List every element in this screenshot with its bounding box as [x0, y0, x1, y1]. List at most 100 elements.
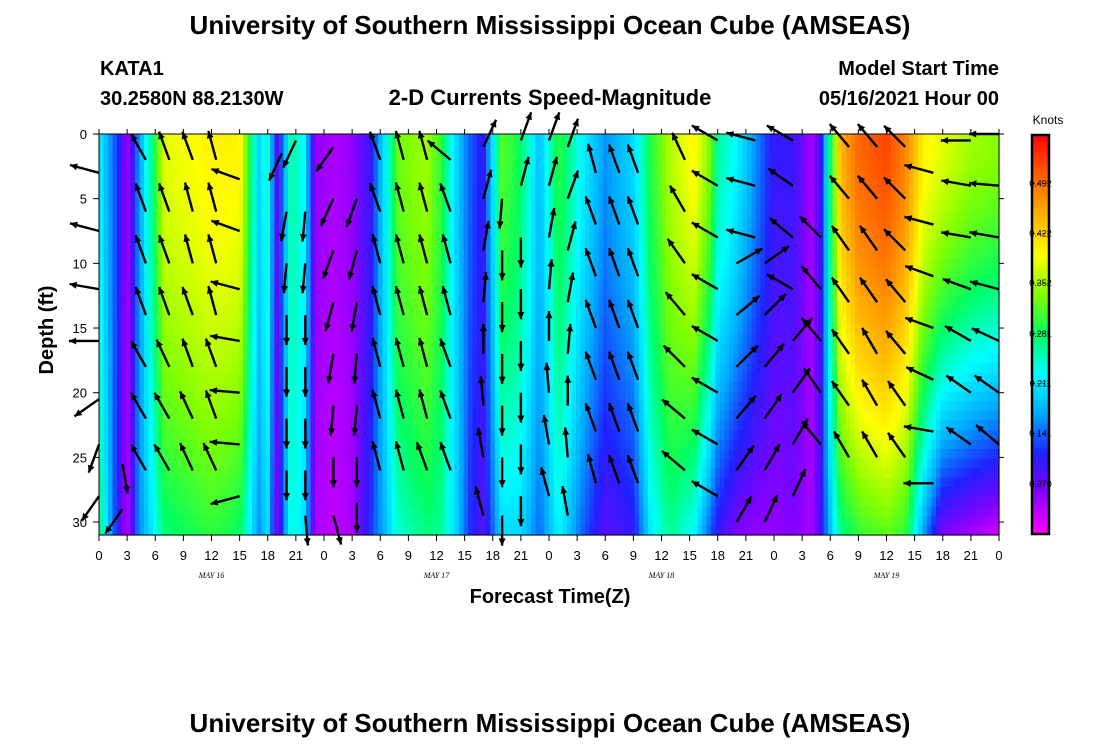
heatmap-cell — [324, 181, 330, 192]
heatmap-cell — [445, 449, 451, 460]
heatmap-cell — [369, 229, 375, 240]
heatmap-cell — [499, 143, 505, 154]
heatmap-cell — [387, 477, 393, 488]
heatmap-cell — [445, 210, 451, 221]
heatmap-cell — [567, 210, 573, 221]
heatmap-cell — [310, 305, 316, 317]
heatmap-cell — [166, 143, 172, 154]
heatmap-cell — [346, 153, 352, 164]
heatmap-cell — [162, 468, 168, 479]
heatmap-cell — [567, 258, 573, 269]
heatmap-cell — [459, 267, 465, 278]
heatmap-cell — [526, 229, 532, 240]
heatmap-cell — [319, 315, 325, 326]
heatmap-cell — [189, 458, 195, 469]
heatmap-cell — [333, 429, 339, 441]
heatmap-cell — [351, 506, 357, 517]
heatmap-cell — [463, 334, 469, 345]
heatmap-cell — [414, 372, 420, 383]
heatmap-cell — [405, 410, 411, 422]
heatmap-cell — [180, 506, 186, 517]
heatmap-cell — [112, 468, 118, 479]
heatmap-cell — [220, 172, 226, 183]
heatmap-cell — [148, 372, 154, 383]
heatmap-cell — [364, 458, 370, 469]
heatmap-cell — [288, 439, 294, 450]
heatmap-cell — [355, 191, 361, 202]
heatmap-cell — [283, 344, 289, 355]
heatmap-cell — [288, 410, 294, 422]
heatmap-cell — [261, 458, 267, 469]
heatmap-cell — [117, 391, 123, 402]
heatmap-cell — [130, 210, 136, 221]
heatmap-cell — [319, 153, 325, 164]
heatmap-cell — [445, 515, 451, 527]
heatmap-cell — [396, 324, 402, 336]
heatmap-cell — [193, 449, 199, 460]
heatmap-cell — [364, 429, 370, 441]
heatmap-cell — [400, 515, 406, 527]
heatmap-cell — [418, 248, 424, 259]
heatmap-cell — [297, 267, 303, 278]
heatmap-cell — [549, 162, 555, 173]
heatmap-cell — [468, 210, 474, 221]
heatmap-cell — [531, 267, 537, 278]
heatmap-cell — [508, 153, 514, 164]
heatmap-cell — [135, 344, 141, 355]
heatmap-cell — [580, 496, 586, 507]
heatmap-cell — [436, 401, 442, 412]
heatmap-cell — [504, 449, 510, 460]
heatmap-cell — [423, 506, 429, 517]
heatmap-cell — [270, 296, 276, 307]
heatmap-cell — [180, 229, 186, 240]
heatmap-cell — [612, 353, 618, 364]
heatmap-cell — [328, 496, 334, 507]
heatmap-cell — [279, 267, 285, 278]
heatmap-cell — [459, 191, 465, 202]
heatmap-cell — [621, 439, 627, 450]
heatmap-cell — [180, 382, 186, 393]
heatmap-cell — [360, 525, 366, 536]
heatmap-cell — [450, 162, 456, 173]
heatmap-cell — [553, 458, 559, 469]
heatmap-cell — [486, 506, 492, 517]
heatmap-cell — [337, 401, 343, 412]
heatmap-cell — [472, 496, 478, 507]
heatmap-cell — [256, 334, 262, 345]
heatmap-cell — [625, 458, 631, 469]
heatmap-cell — [571, 382, 577, 393]
heatmap-cell — [544, 181, 550, 192]
heatmap-cell — [126, 210, 132, 221]
heatmap-cell — [409, 248, 415, 259]
heatmap-cell — [265, 401, 271, 412]
heatmap-cell — [414, 391, 420, 402]
heatmap-cell — [337, 429, 343, 441]
heatmap-cell — [144, 515, 150, 527]
heatmap-cell — [211, 267, 217, 278]
heatmap-cell — [220, 334, 226, 345]
heatmap-cell — [472, 191, 478, 202]
heatmap-cell — [198, 439, 204, 450]
heatmap-cell — [504, 439, 510, 450]
heatmap-cell — [576, 410, 582, 422]
heatmap-cell — [220, 420, 226, 431]
heatmap-cell — [580, 315, 586, 326]
heatmap-cell — [373, 525, 379, 536]
heatmap-cell — [526, 468, 532, 479]
heatmap-cell — [441, 487, 447, 498]
heatmap-cell — [445, 143, 451, 154]
heatmap-cell — [184, 363, 190, 374]
heatmap-cell — [585, 525, 591, 536]
heatmap-cell — [243, 334, 249, 345]
heatmap-cell — [526, 315, 532, 326]
heatmap-cell — [513, 277, 519, 288]
heatmap-cell — [130, 429, 136, 441]
heatmap-cell — [454, 191, 460, 202]
heatmap-cell — [508, 391, 514, 402]
heatmap-cell — [589, 487, 595, 498]
heatmap-cell — [612, 277, 618, 288]
heatmap-cell — [405, 468, 411, 479]
heatmap-cell — [121, 296, 127, 307]
heatmap-cell — [441, 219, 447, 231]
heatmap-cell — [351, 353, 357, 364]
